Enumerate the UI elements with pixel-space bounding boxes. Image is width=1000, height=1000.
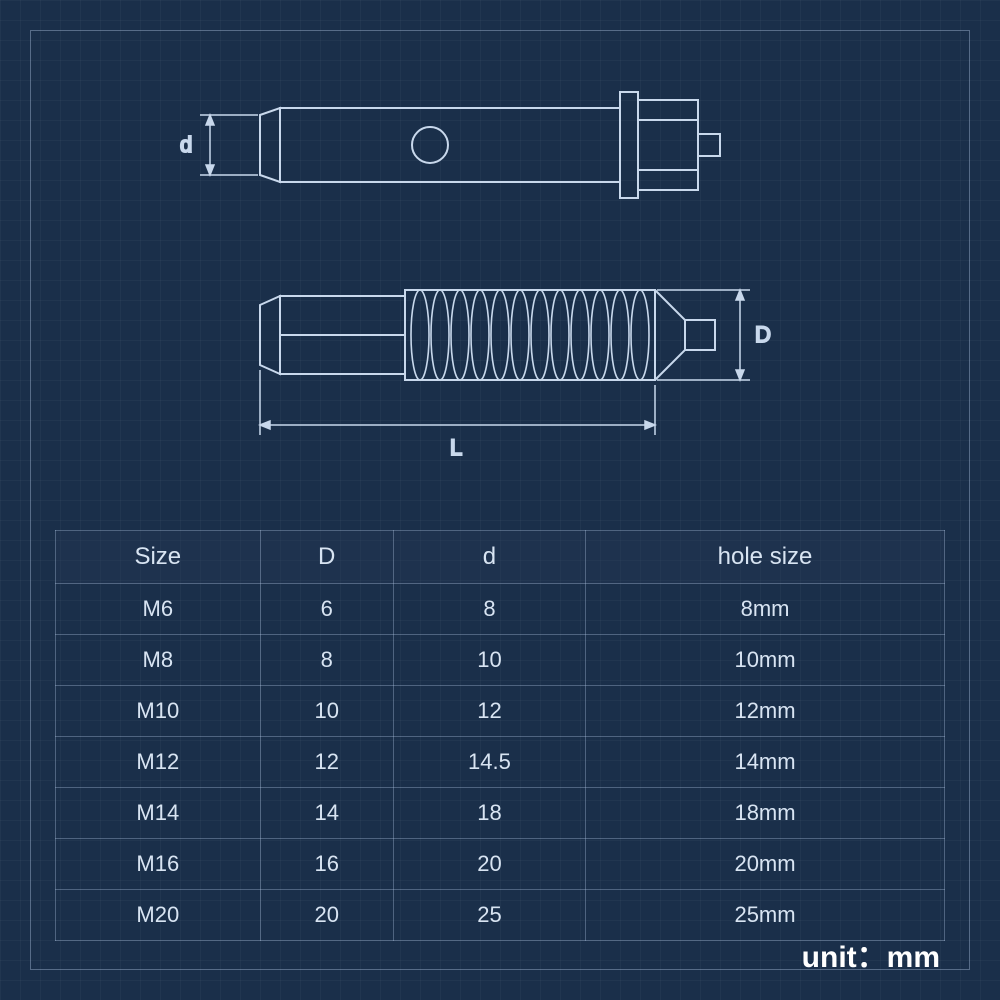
table-cell: M10: [56, 686, 261, 737]
table-cell: M6: [56, 584, 261, 635]
table-cell: 16: [260, 839, 393, 890]
table-header-row: Size D d hole size: [56, 531, 945, 584]
table-cell: 14: [260, 788, 393, 839]
table-cell: 18mm: [586, 788, 945, 839]
table-cell: 14.5: [393, 737, 585, 788]
table-cell: 8: [260, 635, 393, 686]
table-cell: 12: [393, 686, 585, 737]
table-cell: 20: [393, 839, 585, 890]
table-cell: 10mm: [586, 635, 945, 686]
dim-label-d: d: [180, 132, 192, 157]
table-cell: 12: [260, 737, 393, 788]
table-cell: M14: [56, 788, 261, 839]
table-cell: 25: [393, 890, 585, 941]
col-d: d: [393, 531, 585, 584]
table-row: M6688mm: [56, 584, 945, 635]
table-cell: 8mm: [586, 584, 945, 635]
table-cell: 10: [260, 686, 393, 737]
table-cell: 14mm: [586, 737, 945, 788]
col-D: D: [260, 531, 393, 584]
table-cell: 8: [393, 584, 585, 635]
table-cell: M12: [56, 737, 261, 788]
table-cell: M20: [56, 890, 261, 941]
spec-table: Size D d hole size M6688mmM881010mmM1010…: [55, 530, 945, 941]
table-cell: 20mm: [586, 839, 945, 890]
table-row: M16162020mm: [56, 839, 945, 890]
dim-label-D-upper: D: [755, 322, 771, 347]
unit-label: unit：mm: [802, 932, 940, 976]
table-row: M881010mm: [56, 635, 945, 686]
col-size: Size: [56, 531, 261, 584]
table-cell: 10: [393, 635, 585, 686]
table-cell: 20: [260, 890, 393, 941]
table-cell: 6: [260, 584, 393, 635]
dim-label-L: L: [450, 435, 462, 460]
table-cell: M8: [56, 635, 261, 686]
table-row: M121214.514mm: [56, 737, 945, 788]
technical-diagram: d: [30, 30, 970, 500]
table-cell: 18: [393, 788, 585, 839]
table-row: M14141818mm: [56, 788, 945, 839]
table-cell: M16: [56, 839, 261, 890]
table-cell: 12mm: [586, 686, 945, 737]
col-hole: hole size: [586, 531, 945, 584]
table-row: M10101212mm: [56, 686, 945, 737]
